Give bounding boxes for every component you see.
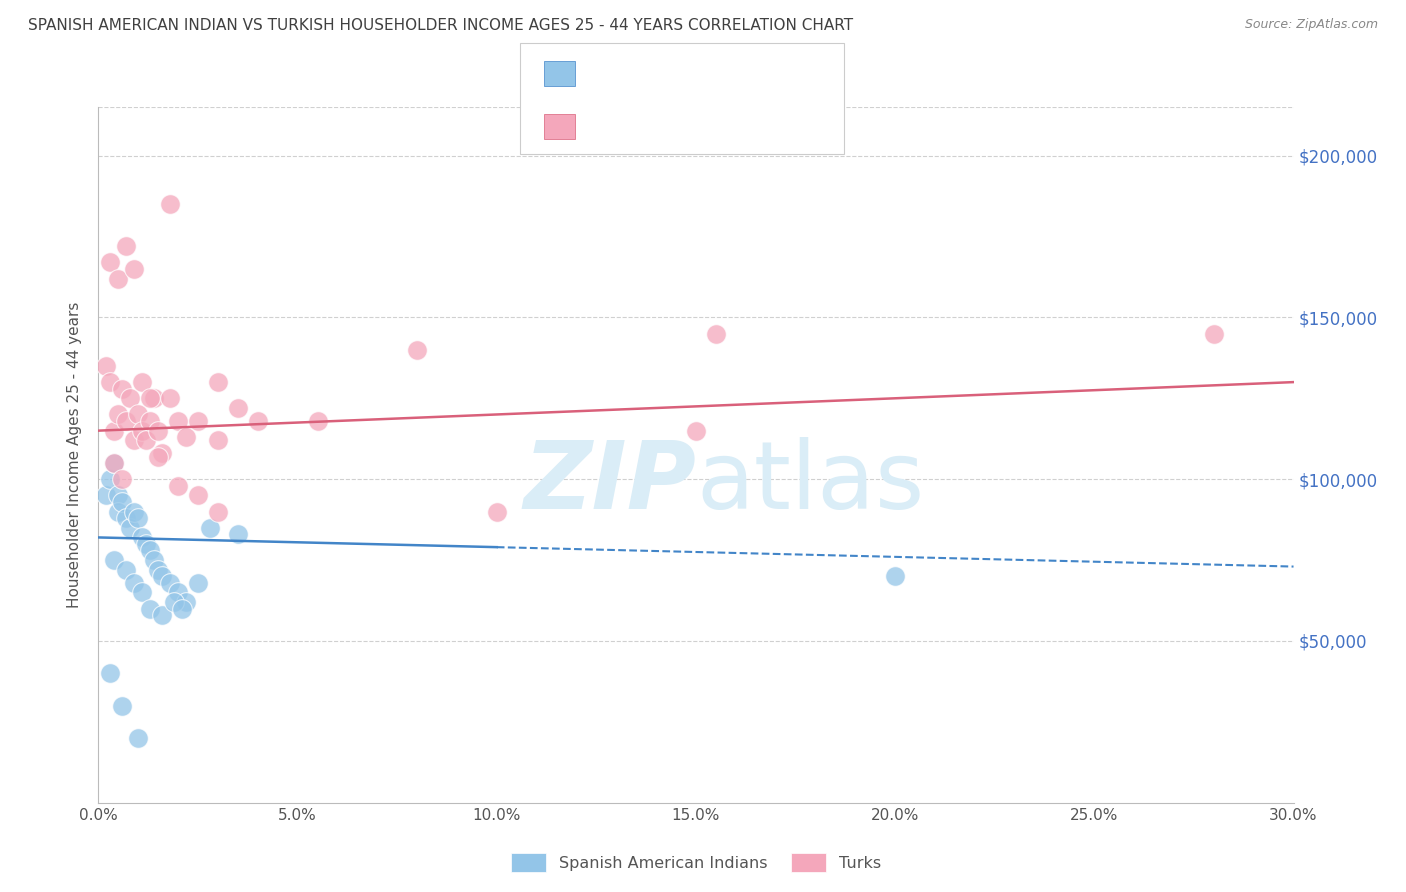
Point <box>307 414 329 428</box>
Text: R =  0.055   N = 42: R = 0.055 N = 42 <box>589 120 772 134</box>
Point <box>167 585 190 599</box>
Point <box>107 504 129 518</box>
Point <box>111 495 134 509</box>
Point <box>120 521 142 535</box>
Point <box>172 601 194 615</box>
Point <box>207 504 229 518</box>
Point <box>198 521 221 535</box>
Point <box>246 414 269 428</box>
Point <box>207 375 229 389</box>
Point <box>115 563 138 577</box>
Point <box>127 511 149 525</box>
Legend: Spanish American Indians, Turks: Spanish American Indians, Turks <box>505 847 887 879</box>
Point <box>150 608 173 623</box>
Point <box>96 359 118 373</box>
Point <box>159 575 181 590</box>
Point <box>107 271 129 285</box>
Point <box>103 456 125 470</box>
Point <box>163 595 186 609</box>
Point <box>139 601 162 615</box>
Point <box>98 666 122 681</box>
Point <box>115 414 138 428</box>
Point <box>207 434 229 448</box>
Point <box>685 424 707 438</box>
Point <box>107 408 129 422</box>
Point <box>485 504 508 518</box>
Point <box>143 392 166 406</box>
Point <box>174 595 197 609</box>
Point <box>139 392 162 406</box>
Point <box>120 392 142 406</box>
Text: R = -0.029   N = 34: R = -0.029 N = 34 <box>589 66 772 80</box>
Point <box>127 731 149 745</box>
Point <box>139 543 162 558</box>
Point <box>150 569 173 583</box>
Point <box>98 375 122 389</box>
Text: SPANISH AMERICAN INDIAN VS TURKISH HOUSEHOLDER INCOME AGES 25 - 44 YEARS CORRELA: SPANISH AMERICAN INDIAN VS TURKISH HOUSE… <box>28 18 853 33</box>
Point <box>131 585 153 599</box>
Point <box>111 382 134 396</box>
Point <box>124 575 146 590</box>
Point <box>187 414 209 428</box>
Point <box>107 488 129 502</box>
Point <box>103 456 125 470</box>
Point <box>124 434 146 448</box>
Point <box>98 472 122 486</box>
Point <box>96 488 118 502</box>
Point <box>143 553 166 567</box>
Point <box>103 553 125 567</box>
Point <box>187 575 209 590</box>
Point <box>115 239 138 253</box>
Point <box>226 401 249 415</box>
Point <box>135 434 157 448</box>
Point <box>124 261 146 276</box>
Point <box>148 450 170 464</box>
Point <box>131 424 153 438</box>
Point <box>704 326 727 341</box>
Point <box>111 472 134 486</box>
Point <box>174 430 197 444</box>
Point <box>135 537 157 551</box>
Point <box>226 527 249 541</box>
Point <box>167 414 190 428</box>
Y-axis label: Householder Income Ages 25 - 44 years: Householder Income Ages 25 - 44 years <box>67 301 83 608</box>
Point <box>127 408 149 422</box>
Point <box>167 478 190 492</box>
Point <box>150 446 173 460</box>
Point <box>1202 326 1225 341</box>
Point <box>111 698 134 713</box>
Point <box>115 511 138 525</box>
Point <box>148 563 170 577</box>
Point <box>124 504 146 518</box>
Point <box>98 255 122 269</box>
Point <box>406 343 429 357</box>
Point <box>148 424 170 438</box>
Point <box>159 197 181 211</box>
Point <box>159 392 181 406</box>
Point <box>187 488 209 502</box>
Text: atlas: atlas <box>696 437 924 529</box>
Point <box>139 414 162 428</box>
Point <box>884 569 907 583</box>
Text: Source: ZipAtlas.com: Source: ZipAtlas.com <box>1244 18 1378 31</box>
Text: ZIP: ZIP <box>523 437 696 529</box>
Point <box>131 375 153 389</box>
Point <box>131 531 153 545</box>
Point <box>103 424 125 438</box>
